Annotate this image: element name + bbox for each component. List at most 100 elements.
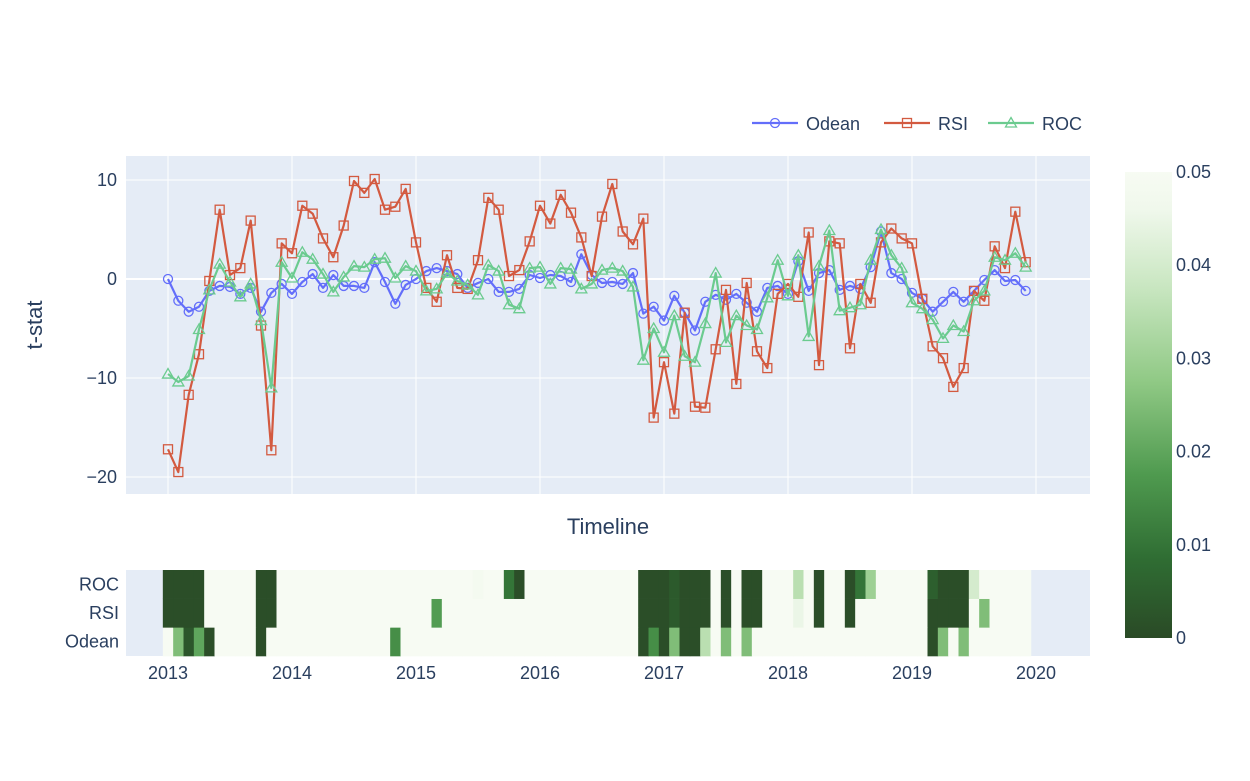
roc-point bbox=[822, 223, 836, 236]
heatmap-cell bbox=[803, 570, 815, 599]
rsi-point bbox=[638, 213, 649, 224]
roc-point bbox=[543, 277, 557, 289]
rsi-point bbox=[162, 444, 174, 455]
heatmap-cell bbox=[689, 570, 701, 599]
heatmap-cell bbox=[565, 598, 577, 628]
roc-point bbox=[264, 381, 278, 393]
colorbar-tick-label: 0.05 bbox=[1176, 162, 1211, 182]
heatmap-row-label: ROC bbox=[79, 574, 119, 594]
roc-point bbox=[616, 264, 630, 276]
rsi-point bbox=[586, 270, 597, 282]
odean-point bbox=[896, 273, 907, 285]
heatmap-row-roc bbox=[162, 570, 1032, 599]
roc-point bbox=[502, 297, 516, 310]
colorbar-tick-labels: 0.05 0.04 0.03 0.02 0.01 0 bbox=[1176, 162, 1211, 648]
rsi-point bbox=[524, 236, 535, 247]
heatmap-cell bbox=[214, 598, 226, 628]
rsi-line bbox=[166, 177, 1027, 474]
heatmap-cell bbox=[400, 598, 412, 628]
heatmap-cell bbox=[493, 570, 505, 599]
heatmap-cell bbox=[638, 627, 649, 657]
legend-item-roc[interactable]: ROC bbox=[988, 114, 1082, 134]
heatmap-cell bbox=[410, 627, 422, 657]
roc-point bbox=[605, 261, 619, 273]
heatmap-cell bbox=[193, 627, 205, 657]
heatmap-cell bbox=[989, 598, 1001, 628]
heatmap-cell bbox=[669, 598, 680, 628]
rsi-point bbox=[844, 343, 856, 354]
roc-point bbox=[988, 250, 1002, 262]
colorbar-tick-label: 0.03 bbox=[1176, 348, 1211, 368]
x-tick-label: 2016 bbox=[520, 663, 560, 683]
heatmap-cell bbox=[979, 627, 990, 657]
rsi-point bbox=[534, 200, 546, 211]
roc-point bbox=[750, 322, 764, 335]
colorbar-tick-label: 0.04 bbox=[1176, 255, 1211, 275]
odean-point bbox=[958, 296, 969, 307]
rsi-point bbox=[648, 412, 659, 423]
heatmap-cell bbox=[576, 627, 587, 657]
heatmap-cell bbox=[266, 627, 277, 657]
rsi-point bbox=[886, 223, 897, 234]
x-tick-label: 2018 bbox=[768, 663, 808, 683]
heatmap-cell bbox=[772, 627, 784, 657]
heatmap-cell bbox=[245, 598, 257, 628]
roc-point bbox=[802, 329, 816, 342]
odean-point bbox=[658, 315, 670, 326]
rsi-point bbox=[927, 341, 938, 352]
heatmap-cell bbox=[369, 598, 381, 628]
heatmap-cell bbox=[896, 598, 908, 628]
y-axis-title: t-stat bbox=[22, 301, 47, 350]
heatmap-cell bbox=[700, 598, 711, 628]
roc-point bbox=[905, 295, 919, 308]
odean-point bbox=[886, 267, 897, 279]
heatmap-cell bbox=[917, 598, 928, 628]
roc-point bbox=[1008, 246, 1022, 258]
y-tick-label: −10 bbox=[86, 368, 117, 388]
heatmap-cell bbox=[235, 570, 246, 599]
rsi-point bbox=[338, 220, 349, 231]
rsi-point bbox=[183, 389, 194, 400]
heatmap-cell bbox=[968, 598, 980, 628]
heatmap-cell bbox=[958, 627, 970, 657]
rsi-point bbox=[441, 250, 453, 261]
heatmap-cell bbox=[276, 627, 288, 657]
heatmap-cell bbox=[782, 570, 794, 599]
heatmap-cell bbox=[317, 627, 329, 657]
rsi-point bbox=[214, 204, 225, 215]
legend-item-rsi[interactable]: RSI bbox=[884, 114, 968, 134]
heatmap-cell bbox=[431, 598, 443, 628]
heatmap-cell bbox=[338, 598, 350, 628]
rsi-point bbox=[297, 200, 308, 211]
rsi-point bbox=[483, 192, 494, 203]
heatmap-cell bbox=[410, 570, 422, 599]
heatmap-cell bbox=[586, 627, 598, 657]
rsi-series bbox=[162, 173, 1031, 478]
heatmap-cell bbox=[555, 570, 567, 599]
heatmap-cell bbox=[286, 570, 298, 599]
roc-point bbox=[471, 288, 485, 300]
roc-point bbox=[440, 266, 454, 278]
roc-point bbox=[812, 259, 826, 271]
roc-point bbox=[729, 308, 743, 321]
heatmap-cell bbox=[896, 570, 908, 599]
rsi-point bbox=[751, 346, 763, 357]
heatmap-cell bbox=[679, 627, 691, 657]
roc-point bbox=[843, 300, 857, 313]
legend-item-odean[interactable]: Odean bbox=[752, 114, 860, 134]
roc-point bbox=[202, 283, 216, 295]
heatmap-cell bbox=[638, 598, 649, 628]
heatmap-cell bbox=[927, 627, 939, 657]
roc-point bbox=[295, 245, 309, 257]
rsi-point bbox=[803, 227, 814, 238]
heatmap-cell bbox=[452, 627, 463, 657]
heatmap-cell bbox=[545, 570, 556, 599]
heatmap-cell bbox=[441, 598, 453, 628]
heatmap-cell bbox=[410, 598, 422, 628]
heatmap-cell bbox=[958, 598, 970, 628]
rsi-point bbox=[979, 295, 990, 306]
heatmap-cell bbox=[266, 598, 277, 628]
legend-marker bbox=[1004, 116, 1018, 128]
roc-point bbox=[161, 367, 175, 379]
heatmap-cell bbox=[534, 598, 546, 628]
